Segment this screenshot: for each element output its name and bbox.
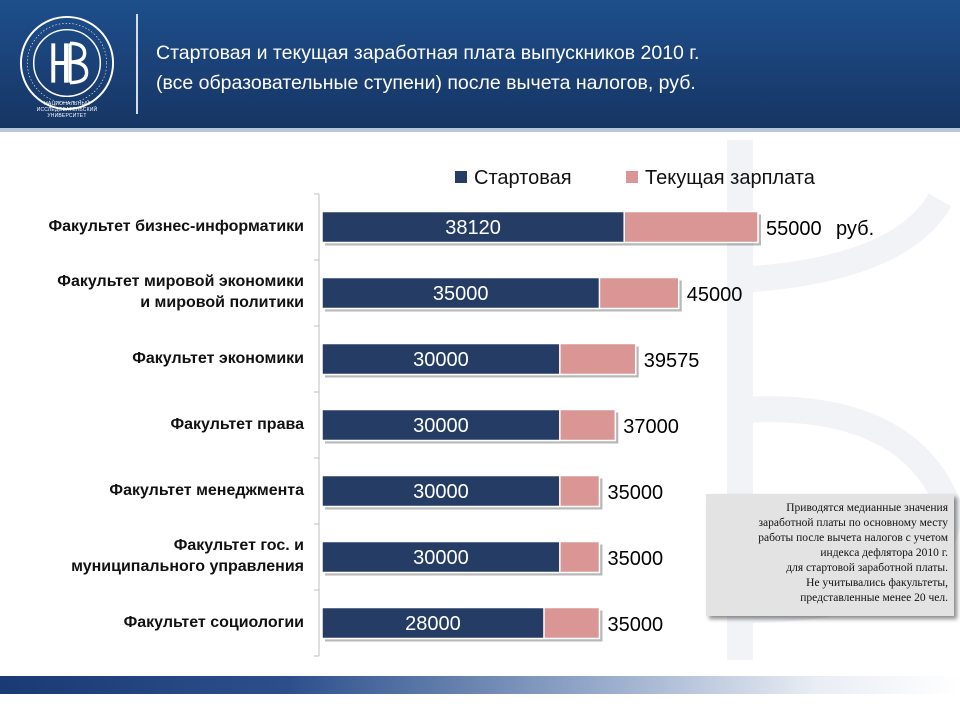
bar-start xyxy=(321,540,561,574)
data-label-start: 28000 xyxy=(405,613,461,635)
footer-bar xyxy=(0,676,960,694)
category-label-line: Факультет менеджмента xyxy=(109,481,304,499)
data-label-current: 55000 xyxy=(766,218,822,240)
note-box: Приводятся медианные значения заработной… xyxy=(706,494,954,616)
logo-caption: НАЦИОНАЛЬНЫЙ ИССЛЕДОВАТЕЛЬСКИЙ УНИВЕРСИТ… xyxy=(14,101,120,119)
category-label-line: Факультет мировой экономики xyxy=(57,273,304,290)
header-bar xyxy=(0,0,960,128)
title-line-1: Стартовая и текущая заработная плата вып… xyxy=(156,42,700,64)
category-label-line: и мировой политики xyxy=(140,294,304,311)
bar-start xyxy=(321,210,625,244)
bar-start xyxy=(321,408,561,442)
data-label-current: 45000 xyxy=(687,284,743,306)
legend-item-current: Текущая зарплата xyxy=(626,167,815,190)
category-label-line: Факультет права xyxy=(170,415,304,433)
category-label: Факультет социологии xyxy=(4,612,304,633)
logo-caption-line2: УНИВЕРСИТЕТ xyxy=(47,113,87,119)
data-label-start: 30000 xyxy=(413,415,469,437)
category-label-line: муниципального управления xyxy=(71,558,304,575)
legend-label-start: Стартовая xyxy=(474,167,572,189)
data-label-current: 35000 xyxy=(607,548,663,570)
legend-swatch-current xyxy=(626,170,638,183)
unit-label: руб. xyxy=(836,218,874,240)
legend-swatch-start xyxy=(455,170,467,183)
data-label-start: 30000 xyxy=(413,349,469,371)
header-underline xyxy=(0,128,960,132)
hse-logo-icon xyxy=(19,15,115,111)
category-label: Факультет бизнес-информатики xyxy=(4,216,304,237)
bar-start xyxy=(321,276,601,310)
category-label: Факультет права xyxy=(4,414,304,435)
category-label: Факультет мировой экономики и мировой пол… xyxy=(4,271,304,313)
category-label-line: Факультет социологии xyxy=(123,613,304,631)
data-label-start: 38120 xyxy=(445,217,501,239)
category-label-line: Факультет гос. и xyxy=(173,537,304,554)
data-label-start: 30000 xyxy=(413,481,469,503)
data-label-current: 37000 xyxy=(623,416,679,438)
category-label: Факультет экономики xyxy=(4,348,304,369)
data-label-current: 35000 xyxy=(607,482,663,504)
header-divider xyxy=(136,14,138,114)
note-text: Приводятся медианные значения заработной… xyxy=(758,502,948,604)
slide-title: Стартовая и текущая заработная плата вып… xyxy=(156,38,936,98)
logo-caption-line1: НАЦИОНАЛЬНЫЙ ИССЛЕДОВАТЕЛЬСКИЙ xyxy=(36,101,98,113)
category-label: Факультет гос. и муниципального управлени… xyxy=(4,535,304,577)
legend-label-current: Текущая зарплата xyxy=(645,167,815,189)
data-label-start: 30000 xyxy=(413,547,469,569)
title-line-2: (все образовательные ступени) после выче… xyxy=(156,72,696,94)
legend-item-start: Стартовая xyxy=(455,167,572,190)
category-label: Факультет менеджмента xyxy=(4,480,304,501)
data-label-current: 35000 xyxy=(607,614,663,636)
data-label-current: 39575 xyxy=(644,350,700,372)
bar-start xyxy=(321,606,545,640)
data-label-start: 35000 xyxy=(433,283,489,305)
category-label-line: Факультет бизнес-информатики xyxy=(48,217,304,235)
category-label-line: Факультет экономики xyxy=(132,349,304,367)
bar-start xyxy=(321,474,561,508)
bar-start xyxy=(321,342,561,376)
